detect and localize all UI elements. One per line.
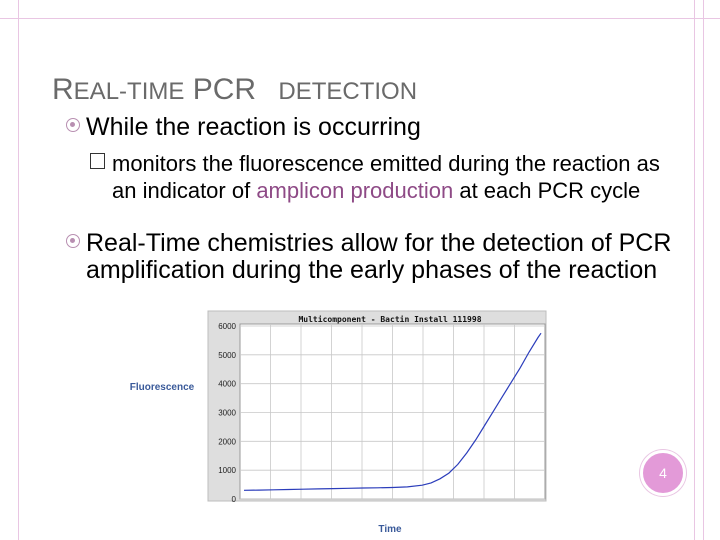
sub-bullet-accent: amplicon production <box>256 178 454 203</box>
frame-line-right-inner <box>694 0 695 540</box>
grid-layer <box>240 324 545 500</box>
sub-bullet-text-after: at each PCR cycle <box>453 178 641 203</box>
y-tick-label: 2000 <box>218 437 236 446</box>
y-tick-label: 3000 <box>218 409 236 418</box>
y-tick-label: 6000 <box>218 322 236 331</box>
bullet-text: Real-Time chemistries allow for the dete… <box>86 229 672 284</box>
title-smallcaps-3: DETECTION <box>278 78 418 105</box>
title-pcr: PCR <box>184 73 265 106</box>
bullet-text: While the reaction is occurring <box>86 113 421 141</box>
fluorescence-series-line <box>243 332 542 491</box>
tick-layer: 0 1000 2000 3000 4000 5000 6000 <box>218 322 236 504</box>
frame-line-left <box>18 0 19 540</box>
sub-bullet-text-before: monitors the fluorescence emitted during… <box>112 151 660 203</box>
page-number: 4 <box>659 465 667 481</box>
bullet-realtime-chemistries: Real-Time chemistries allow for the dete… <box>66 230 686 284</box>
y-tick-label: 4000 <box>218 380 236 389</box>
y-tick-label: 5000 <box>218 351 236 360</box>
chart-title: Multicomponent - Bactin Install 111998 <box>298 314 481 324</box>
square-bullet-icon <box>90 153 105 169</box>
frame-line-top <box>0 18 720 19</box>
title-hyphen: - <box>119 78 128 105</box>
slide-title: REAL-TIME PCR DETECTION <box>52 70 417 107</box>
amplification-chart: Multicomponent - Bactin Install 111998 F… <box>120 306 560 538</box>
title-smallcaps-1: EAL <box>73 78 120 105</box>
circle-bullet-icon <box>66 118 80 132</box>
sub-bullet-monitors: monitors the fluorescence emitted during… <box>90 150 686 204</box>
chart-svg: Multicomponent - Bactin Install 111998 F… <box>130 310 547 535</box>
circle-bullet-icon <box>66 234 80 248</box>
y-axis-label: Fluorescence <box>130 382 195 393</box>
bullet-while-reaction: While the reaction is occurring <box>66 114 686 141</box>
frame-line-right-outer <box>703 0 704 540</box>
y-tick-label: 1000 <box>218 466 236 475</box>
y-tick-label: 0 <box>232 495 237 504</box>
title-initial: R <box>52 73 74 106</box>
x-axis-label: Time <box>378 524 402 535</box>
sub-bullet-text: monitors the fluorescence emitted during… <box>112 150 686 204</box>
title-smallcaps-2: TIME <box>127 78 185 105</box>
page-number-badge: 4 <box>640 450 686 496</box>
